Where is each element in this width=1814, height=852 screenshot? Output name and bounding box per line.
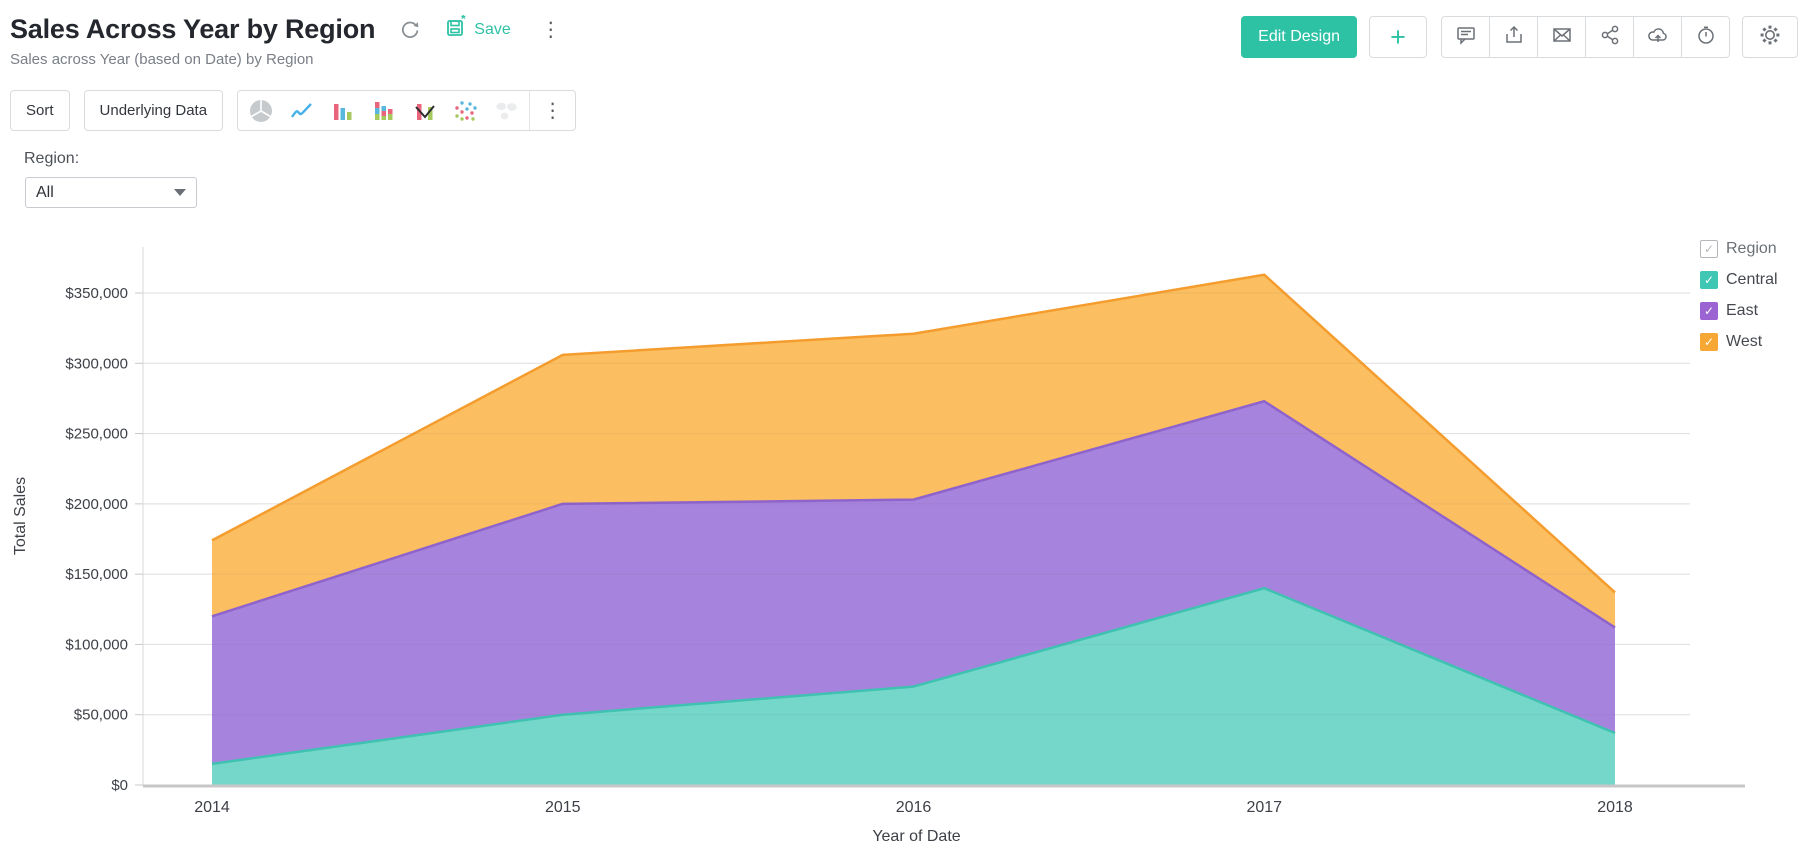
legend-item-west[interactable]: West bbox=[1700, 333, 1778, 351]
comment-icon bbox=[1455, 24, 1477, 51]
svg-text:2015: 2015 bbox=[545, 799, 581, 816]
widget-toolbar: Sort Underlying Data bbox=[10, 90, 577, 131]
gear-icon bbox=[1758, 23, 1782, 52]
svg-text:$150,000: $150,000 bbox=[65, 566, 128, 583]
export-icon bbox=[1503, 24, 1525, 51]
region-checkbox-icon[interactable] bbox=[1700, 240, 1718, 258]
export-button[interactable] bbox=[1489, 16, 1538, 58]
page-subtitle: Sales across Year (based on Date) by Reg… bbox=[10, 51, 314, 68]
region-filter-value: All bbox=[36, 183, 54, 201]
page-title: Sales Across Year by Region bbox=[10, 14, 376, 44]
svg-text:$50,000: $50,000 bbox=[74, 707, 128, 724]
header: Sales Across Year by Region * bbox=[0, 0, 1814, 80]
chevron-down-icon bbox=[174, 189, 186, 196]
east-checkbox-icon[interactable] bbox=[1700, 302, 1718, 320]
region-filter-label: Region: bbox=[24, 150, 80, 167]
svg-text:$250,000: $250,000 bbox=[65, 426, 128, 443]
column-chart-icon[interactable] bbox=[322, 91, 363, 130]
legend-item-central[interactable]: Central bbox=[1700, 271, 1778, 289]
toolbar-divider bbox=[529, 91, 531, 130]
chart-legend: Region Central East West bbox=[1700, 240, 1778, 351]
clock-icon bbox=[1695, 24, 1717, 51]
line-chart-icon[interactable] bbox=[281, 91, 322, 130]
scatter-chart-icon[interactable] bbox=[445, 91, 486, 130]
chart-type-more-button[interactable]: ⋮ bbox=[532, 91, 573, 130]
header-actions: Edit Design + bbox=[1241, 16, 1798, 58]
header-button-group bbox=[1441, 16, 1730, 58]
west-checkbox-icon[interactable] bbox=[1700, 333, 1718, 351]
svg-text:$100,000: $100,000 bbox=[65, 636, 128, 653]
share-icon bbox=[1599, 24, 1621, 51]
svg-text:2016: 2016 bbox=[896, 799, 932, 816]
svg-text:2018: 2018 bbox=[1597, 799, 1633, 816]
pie-chart-icon[interactable] bbox=[240, 91, 281, 130]
map-chart-icon[interactable] bbox=[486, 91, 527, 130]
title-block: Sales Across Year by Region * bbox=[10, 12, 567, 68]
central-checkbox-icon[interactable] bbox=[1700, 271, 1718, 289]
svg-text:$0: $0 bbox=[111, 777, 128, 794]
svg-text:Total Sales: Total Sales bbox=[12, 477, 29, 555]
svg-text:2014: 2014 bbox=[194, 799, 230, 816]
legend-item-east[interactable]: East bbox=[1700, 302, 1778, 320]
share-button[interactable] bbox=[1585, 16, 1634, 58]
stacked-column-chart-icon[interactable] bbox=[363, 91, 404, 130]
svg-text:2017: 2017 bbox=[1246, 799, 1282, 816]
sort-button[interactable]: Sort bbox=[10, 90, 70, 131]
edit-design-button[interactable]: Edit Design bbox=[1241, 16, 1357, 58]
save-button[interactable]: * Save bbox=[445, 12, 511, 44]
svg-text:$200,000: $200,000 bbox=[65, 496, 128, 513]
chart-type-selector: ⋮ bbox=[237, 90, 577, 131]
legend-header[interactable]: Region bbox=[1700, 240, 1778, 258]
region-filter-dropdown[interactable]: All bbox=[25, 177, 197, 208]
legend-title: Region bbox=[1726, 240, 1777, 257]
cloud-upload-icon bbox=[1646, 23, 1670, 52]
save-icon: * bbox=[445, 12, 469, 44]
settings-button[interactable] bbox=[1742, 16, 1798, 58]
add-widget-button[interactable]: + bbox=[1369, 16, 1427, 58]
more-icon: ⋮ bbox=[542, 99, 563, 122]
save-label: Save bbox=[474, 20, 511, 38]
envelope-icon bbox=[1551, 24, 1573, 51]
svg-text:*: * bbox=[461, 15, 466, 26]
svg-text:$300,000: $300,000 bbox=[65, 355, 128, 372]
svg-text:Year of Date: Year of Date bbox=[872, 828, 960, 845]
combo-chart-icon[interactable] bbox=[404, 91, 445, 130]
schedule-button[interactable] bbox=[1681, 16, 1730, 58]
refresh-icon[interactable] bbox=[399, 19, 421, 41]
underlying-data-button[interactable]: Underlying Data bbox=[83, 90, 224, 131]
svg-text:$350,000: $350,000 bbox=[65, 285, 128, 302]
title-menu-button[interactable]: ⋮ bbox=[540, 18, 561, 41]
